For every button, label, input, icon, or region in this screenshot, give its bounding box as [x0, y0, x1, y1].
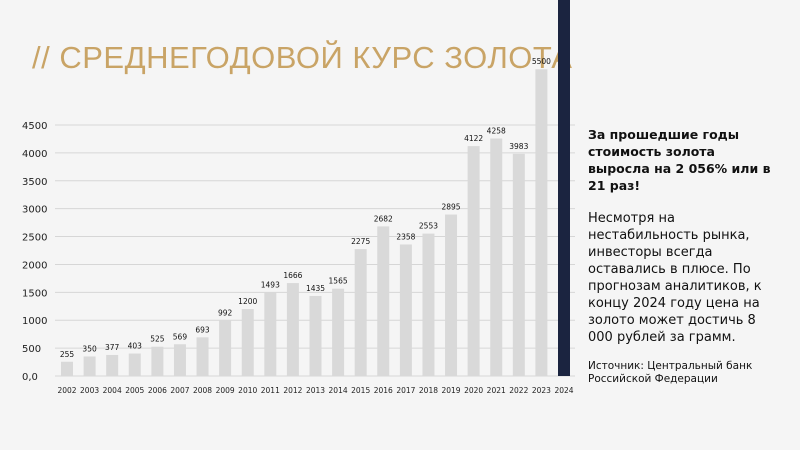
bar-2002	[61, 361, 73, 376]
y-tick-label: 1000	[22, 316, 47, 327]
data-label-2014: 1565	[329, 277, 348, 286]
x-tick-label: 2022	[509, 386, 528, 395]
x-tick-label: 2013	[306, 386, 325, 395]
data-label-2012: 1666	[283, 271, 302, 280]
data-label-2021: 4258	[487, 126, 506, 135]
data-label-2023: 5500	[532, 57, 551, 66]
data-label-2004: 377	[105, 343, 120, 352]
data-label-2017: 2358	[396, 232, 415, 241]
x-tick-label: 2006	[148, 386, 167, 395]
side-panel: За прошедшие годы стоимость золота вырос…	[588, 126, 773, 386]
data-label-2020: 4122	[464, 134, 483, 143]
data-label-2003: 350	[82, 344, 97, 353]
data-label-2011: 1493	[261, 281, 280, 290]
x-tick-label: 2018	[419, 386, 438, 395]
data-label-2019: 2895	[441, 203, 460, 212]
y-tick-label: 1500	[22, 288, 47, 299]
bar-2015	[354, 249, 367, 376]
source-note: Источник: Центральный банк Российской Фе…	[588, 360, 753, 385]
x-tick-label: 2005	[125, 386, 144, 395]
data-label-2013: 1435	[306, 284, 325, 293]
data-label-2007: 569	[173, 332, 188, 341]
x-tick-label: 2003	[80, 386, 99, 395]
chart-title: // СРЕДНЕГОДОВОЙ КУРС ЗОЛОТА	[32, 40, 573, 75]
bar-2018	[422, 233, 435, 376]
bar-2013	[309, 295, 322, 376]
bar-2004	[106, 354, 119, 376]
x-tick-label: 2023	[532, 386, 551, 395]
bar-2012	[286, 283, 299, 376]
y-tick-label: 2500	[22, 233, 47, 244]
x-tick-label: 2017	[396, 386, 415, 395]
y-tick-label: 4500	[22, 121, 47, 132]
bar-2022	[512, 153, 525, 376]
bar-2008	[196, 337, 209, 376]
bar-2007	[173, 344, 186, 376]
data-label-2015: 2275	[351, 237, 370, 246]
x-tick-label: 2020	[464, 386, 483, 395]
x-tick-label: 2016	[374, 386, 393, 395]
x-tick-label: 2015	[351, 386, 370, 395]
y-tick-label: 3000	[22, 205, 47, 216]
bar-2024	[558, 0, 570, 377]
bar-2009	[219, 320, 232, 376]
data-label-2005: 403	[128, 342, 143, 351]
x-tick-label: 2014	[329, 386, 348, 395]
x-tick-label: 2004	[103, 386, 122, 395]
y-tick-label: 4000	[22, 149, 47, 160]
bar-2014	[332, 288, 345, 376]
data-label-2008: 693	[195, 325, 210, 334]
data-label-2010: 1200	[238, 297, 257, 306]
data-label-2022: 3983	[509, 142, 528, 151]
x-tick-label: 2021	[487, 386, 506, 395]
bar-2019	[445, 214, 458, 376]
data-label-2002: 255	[60, 350, 75, 359]
bar-2003	[83, 356, 96, 376]
bar-2023	[535, 69, 548, 376]
x-tick-label: 2024	[554, 386, 573, 395]
bar-2011	[264, 292, 277, 376]
data-label-2016: 2682	[374, 214, 393, 223]
y-tick-label: 2000	[22, 260, 47, 271]
bar-2010	[241, 309, 254, 376]
bar-2020	[467, 146, 480, 376]
forecast-text: Несмотря на нестабильность рынка, инвест…	[588, 211, 762, 345]
y-tick-label: 3500	[22, 177, 47, 188]
bar-2006	[151, 346, 164, 376]
bar-2021	[490, 138, 503, 376]
y-tick-label: 0,0	[22, 372, 38, 383]
x-tick-label: 2019	[441, 386, 460, 395]
y-tick-label: 500	[22, 344, 41, 355]
x-tick-label: 2012	[283, 386, 302, 395]
x-tick-label: 2011	[261, 386, 280, 395]
data-label-2006: 525	[150, 335, 165, 344]
x-tick-label: 2009	[216, 386, 235, 395]
data-label-2018: 2553	[419, 222, 438, 231]
data-label-2009: 992	[218, 309, 233, 318]
bar-2017	[399, 244, 412, 376]
growth-summary: За прошедшие годы стоимость золота вырос…	[588, 127, 771, 193]
bar-2005	[128, 353, 141, 376]
x-tick-label: 2008	[193, 386, 212, 395]
x-tick-label: 2002	[57, 386, 76, 395]
bar-2016	[377, 226, 390, 376]
x-tick-label: 2010	[238, 386, 257, 395]
x-tick-label: 2007	[170, 386, 189, 395]
